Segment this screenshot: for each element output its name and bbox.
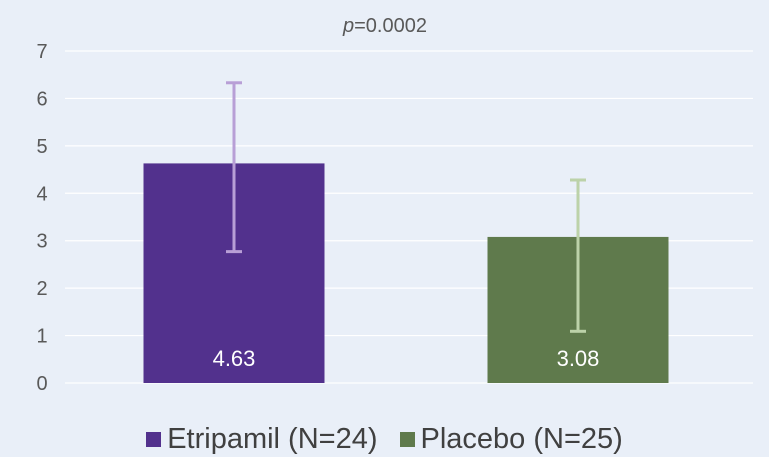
bar-value-label: 3.08 [557, 346, 600, 371]
y-tick-label: 1 [36, 326, 47, 348]
y-tick-label: 6 [36, 88, 47, 110]
p-value-annotation: p=0.0002 [342, 15, 427, 37]
y-tick-label: 5 [36, 136, 47, 158]
legend-label-etripamil: Etripamil (N=24) [167, 423, 378, 455]
legend-swatch-placebo [399, 432, 415, 447]
bar-value-label: 4.63 [213, 346, 256, 371]
y-tick-label: 2 [36, 278, 47, 300]
p-value-prefix: p [342, 15, 354, 37]
y-tick-label: 7 [36, 41, 47, 63]
y-tick-label: 3 [36, 231, 47, 253]
legend-item-etripamil: Etripamil (N=24) [146, 423, 378, 456]
legend-item-placebo: Placebo (N=25) [399, 423, 623, 456]
legend: Etripamil (N=24) Placebo (N=25) [0, 423, 769, 456]
y-axis-ticks: 0 1 2 3 4 5 6 7 [36, 41, 47, 395]
y-tick-label: 0 [36, 373, 47, 395]
legend-swatch-etripamil [146, 432, 162, 447]
p-value-value: =0.0002 [354, 15, 427, 37]
bars: 4.63 3.08 [143, 81, 669, 383]
y-tick-label: 4 [36, 183, 47, 205]
legend-label-placebo: Placebo (N=25) [420, 423, 623, 455]
